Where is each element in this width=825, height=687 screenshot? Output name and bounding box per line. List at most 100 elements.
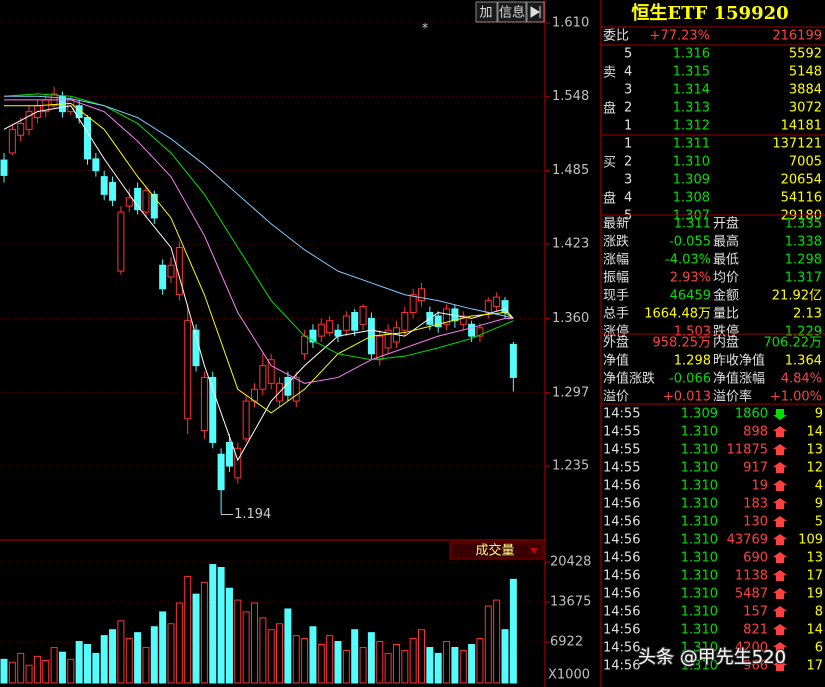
stat-value: 958.25万	[653, 336, 712, 351]
trade-volume: 130	[743, 515, 768, 530]
weibi-label: 委比	[603, 29, 629, 44]
book-price: 1.308	[673, 191, 710, 206]
trade-count: 12	[806, 461, 823, 476]
stat-value: 46459	[670, 289, 711, 304]
volume-bar	[267, 629, 275, 684]
trade-arrow	[773, 444, 787, 455]
book-volume: 29180	[781, 209, 822, 224]
book-volume: 54116	[781, 191, 822, 206]
volume-bar	[359, 646, 367, 684]
trade-count: 109	[798, 533, 823, 548]
trade-arrow	[773, 606, 787, 617]
stat-label: 最低	[713, 253, 739, 268]
volume-bar	[292, 635, 300, 684]
volume-bar	[234, 599, 242, 684]
candle-body	[359, 306, 367, 325]
trade-time: 14:56	[603, 587, 640, 602]
trade-volume: 11875	[727, 443, 768, 458]
add-button[interactable]	[475, 1, 498, 23]
trade-arrow	[773, 426, 787, 437]
candle-body	[409, 294, 417, 313]
volume-bar	[50, 646, 58, 684]
volume-bar	[25, 664, 33, 684]
volume-bar	[501, 629, 509, 684]
book-price: 1.310	[673, 155, 710, 170]
trade-arrow	[773, 624, 787, 635]
trade-count: 13	[806, 551, 823, 566]
candle-body	[443, 308, 451, 325]
trade-arrow	[773, 642, 787, 653]
v-tick-label: 20428	[550, 554, 591, 569]
y-tick-label: 1.297	[552, 385, 589, 400]
y-tick-label: 1.235	[552, 459, 589, 474]
candle-body	[301, 335, 309, 355]
expand-icon	[530, 6, 541, 18]
book-price: 1.314	[673, 83, 710, 98]
ma-line	[4, 102, 514, 414]
trade-price: 1.310	[681, 605, 718, 620]
trade-time: 14:56	[603, 569, 640, 584]
stat-value: 2.13	[793, 307, 822, 322]
candle-body	[309, 329, 317, 343]
book-volume: 5592	[789, 47, 822, 62]
trade-arrow	[773, 409, 787, 420]
candle-body	[117, 211, 125, 272]
volume-bar	[418, 629, 425, 684]
y-tick-label: 1.360	[552, 311, 589, 326]
trade-volume: 43769	[727, 533, 768, 548]
trade-time: 14:56	[603, 641, 640, 656]
trade-arrow	[773, 660, 787, 671]
candle-body	[418, 288, 425, 302]
stat-label: 溢价率	[713, 389, 752, 405]
stat-value: 1.503	[674, 325, 711, 340]
trade-volume: 690	[743, 551, 768, 566]
volume-bar	[334, 641, 342, 684]
candle-body	[259, 365, 267, 390]
trade-arrow	[773, 498, 787, 509]
volume-bar	[401, 649, 409, 684]
info-button-label[interactable]: 信息	[499, 5, 525, 21]
add-button-label[interactable]: 加	[479, 6, 492, 21]
trade-count: 17	[806, 569, 823, 584]
trade-count: 8	[815, 605, 823, 620]
volume-bar	[376, 641, 384, 684]
volume-bar	[443, 641, 451, 684]
y-tick-label: 1.548	[552, 89, 589, 104]
y-tick-label: 1.610	[552, 16, 589, 31]
stat-label: 涨停	[603, 324, 629, 340]
volume-bar	[75, 641, 83, 684]
trade-price: 1.310	[681, 569, 718, 584]
trade-volume: 1860	[735, 407, 768, 422]
trade-count: 6	[815, 641, 823, 656]
stat-label: 最新	[603, 216, 629, 232]
volume-bar	[200, 581, 208, 684]
volume-label[interactable]: 成交量	[475, 543, 514, 559]
ma-line	[4, 99, 514, 384]
book-level: 3	[624, 173, 632, 188]
trade-arrow	[773, 570, 787, 581]
trade-count: 9	[815, 497, 823, 512]
candle-body	[175, 246, 183, 296]
volume-selector[interactable]	[449, 541, 544, 560]
candle-body	[468, 323, 476, 337]
info-button[interactable]	[497, 1, 527, 23]
trade-time: 14:56	[603, 551, 640, 566]
weibi-pct: +77.23%	[650, 29, 710, 44]
stat-label: 昨收净值	[713, 353, 765, 369]
volume-bar	[134, 632, 142, 684]
trade-count: 14	[806, 623, 823, 638]
stat-value: +0.013	[663, 390, 711, 405]
book-side: 买	[603, 156, 616, 171]
trade-price: 1.310	[681, 551, 718, 566]
volume-bar	[459, 649, 467, 684]
stat-value: 1.298	[674, 354, 711, 369]
y-tick-label: 1.485	[552, 163, 589, 178]
volume-bar	[326, 635, 334, 684]
trade-price: 1.310	[681, 479, 718, 494]
stat-value: 1.338	[785, 235, 822, 250]
book-level: 5	[624, 209, 632, 224]
stat-value: -4.03%	[665, 253, 711, 268]
volume-bar	[367, 632, 375, 684]
volume-bar	[159, 611, 167, 684]
